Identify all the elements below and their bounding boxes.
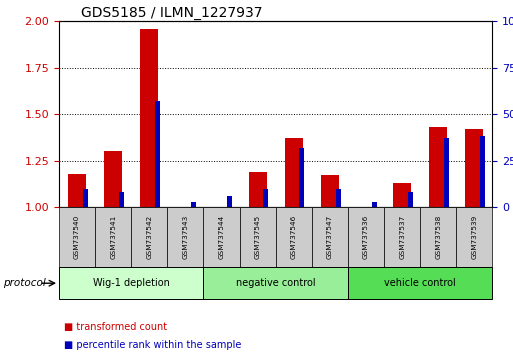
Text: Wig-1 depletion: Wig-1 depletion <box>93 278 170 288</box>
Text: GSM737542: GSM737542 <box>146 215 152 259</box>
Bar <box>408 192 413 207</box>
Bar <box>227 196 232 207</box>
Text: GSM737544: GSM737544 <box>219 215 225 259</box>
Text: GDS5185 / ILMN_1227937: GDS5185 / ILMN_1227937 <box>81 6 262 20</box>
Bar <box>155 101 160 207</box>
Bar <box>300 148 304 207</box>
Text: GSM737541: GSM737541 <box>110 215 116 259</box>
Bar <box>465 129 483 207</box>
Bar <box>321 176 339 207</box>
Bar <box>336 188 341 207</box>
Bar <box>59 207 95 267</box>
Text: GSM737543: GSM737543 <box>183 215 188 259</box>
Bar <box>167 207 204 267</box>
Bar <box>372 201 377 207</box>
Bar <box>263 188 268 207</box>
Bar <box>275 207 312 267</box>
Text: GSM737539: GSM737539 <box>471 215 478 259</box>
Text: vehicle control: vehicle control <box>384 278 456 288</box>
Bar <box>204 267 348 299</box>
Bar <box>240 207 275 267</box>
Bar <box>457 207 492 267</box>
Bar <box>480 137 485 207</box>
Text: negative control: negative control <box>236 278 315 288</box>
Bar <box>429 127 447 207</box>
Bar <box>348 267 492 299</box>
Text: ■ percentile rank within the sample: ■ percentile rank within the sample <box>64 340 242 350</box>
Text: GSM737536: GSM737536 <box>363 215 369 259</box>
Text: GSM737547: GSM737547 <box>327 215 333 259</box>
Bar <box>59 267 204 299</box>
Text: GSM737538: GSM737538 <box>436 215 441 259</box>
Bar <box>444 138 449 207</box>
Bar <box>104 152 122 207</box>
Bar <box>83 188 88 207</box>
Text: GSM737545: GSM737545 <box>254 215 261 259</box>
Text: GSM737540: GSM737540 <box>74 215 80 259</box>
Bar <box>285 138 303 207</box>
Bar <box>348 207 384 267</box>
Text: GSM737546: GSM737546 <box>291 215 297 259</box>
Bar <box>95 207 131 267</box>
Bar <box>420 207 457 267</box>
Bar <box>119 192 124 207</box>
Text: GSM737537: GSM737537 <box>399 215 405 259</box>
Bar <box>249 172 267 207</box>
Bar <box>131 207 167 267</box>
Text: ■ transformed count: ■ transformed count <box>64 322 167 332</box>
Bar <box>384 207 420 267</box>
Text: protocol: protocol <box>3 278 45 288</box>
Bar <box>312 207 348 267</box>
Bar <box>191 201 196 207</box>
Bar <box>204 207 240 267</box>
Bar <box>393 183 411 207</box>
Bar <box>68 174 86 207</box>
Bar <box>140 29 159 207</box>
